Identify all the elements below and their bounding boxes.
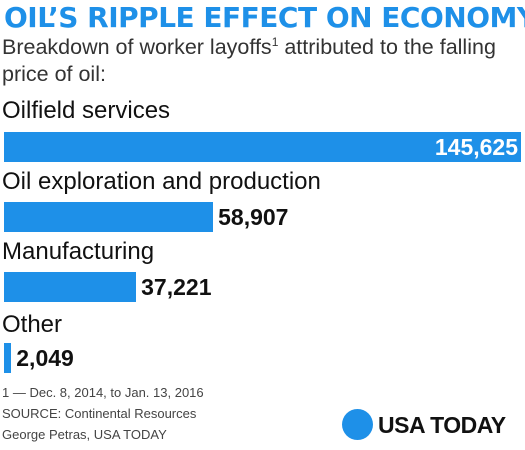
bar-oilfield-services bbox=[4, 132, 521, 162]
logo-text: USA TODAY bbox=[378, 412, 506, 438]
bar-manufacturing bbox=[4, 272, 137, 302]
category-label-other: Other bbox=[2, 311, 63, 338]
bar-other bbox=[4, 343, 12, 373]
category-label-oilfield-services: Oilfield services bbox=[2, 97, 171, 124]
value-label-manufacturing: 37,221 bbox=[141, 274, 212, 300]
bar-oil-exploration-production bbox=[4, 202, 214, 232]
subtitle-main: Breakdown of worker layoffs bbox=[2, 35, 272, 59]
chart-subtitle: Breakdown of worker layoffs1 attributed … bbox=[2, 34, 522, 88]
value-label-other: 2,049 bbox=[16, 345, 74, 371]
footnote-date-range: 1 — Dec. 8, 2014, to Jan. 13, 2016 bbox=[2, 385, 204, 400]
subtitle-footnote-marker: 1 bbox=[271, 35, 279, 49]
source-note: SOURCE: Continental Resources bbox=[2, 406, 197, 421]
blue-circle-icon bbox=[342, 409, 373, 440]
chart-title: OIL’S RIPPLE EFFECT ON ECONOMY bbox=[4, 1, 525, 34]
category-label-manufacturing: Manufacturing bbox=[2, 238, 155, 265]
credit-note: George Petras, USA TODAY bbox=[2, 427, 167, 442]
value-label-oilfield-services: 145,625 bbox=[434, 134, 518, 160]
subtitle-rest: attributed to the falling price of oil: bbox=[2, 35, 496, 86]
category-label-oil-exploration-production: Oil exploration and production bbox=[2, 168, 321, 195]
value-label-oil-exploration-production: 58,907 bbox=[218, 204, 289, 230]
